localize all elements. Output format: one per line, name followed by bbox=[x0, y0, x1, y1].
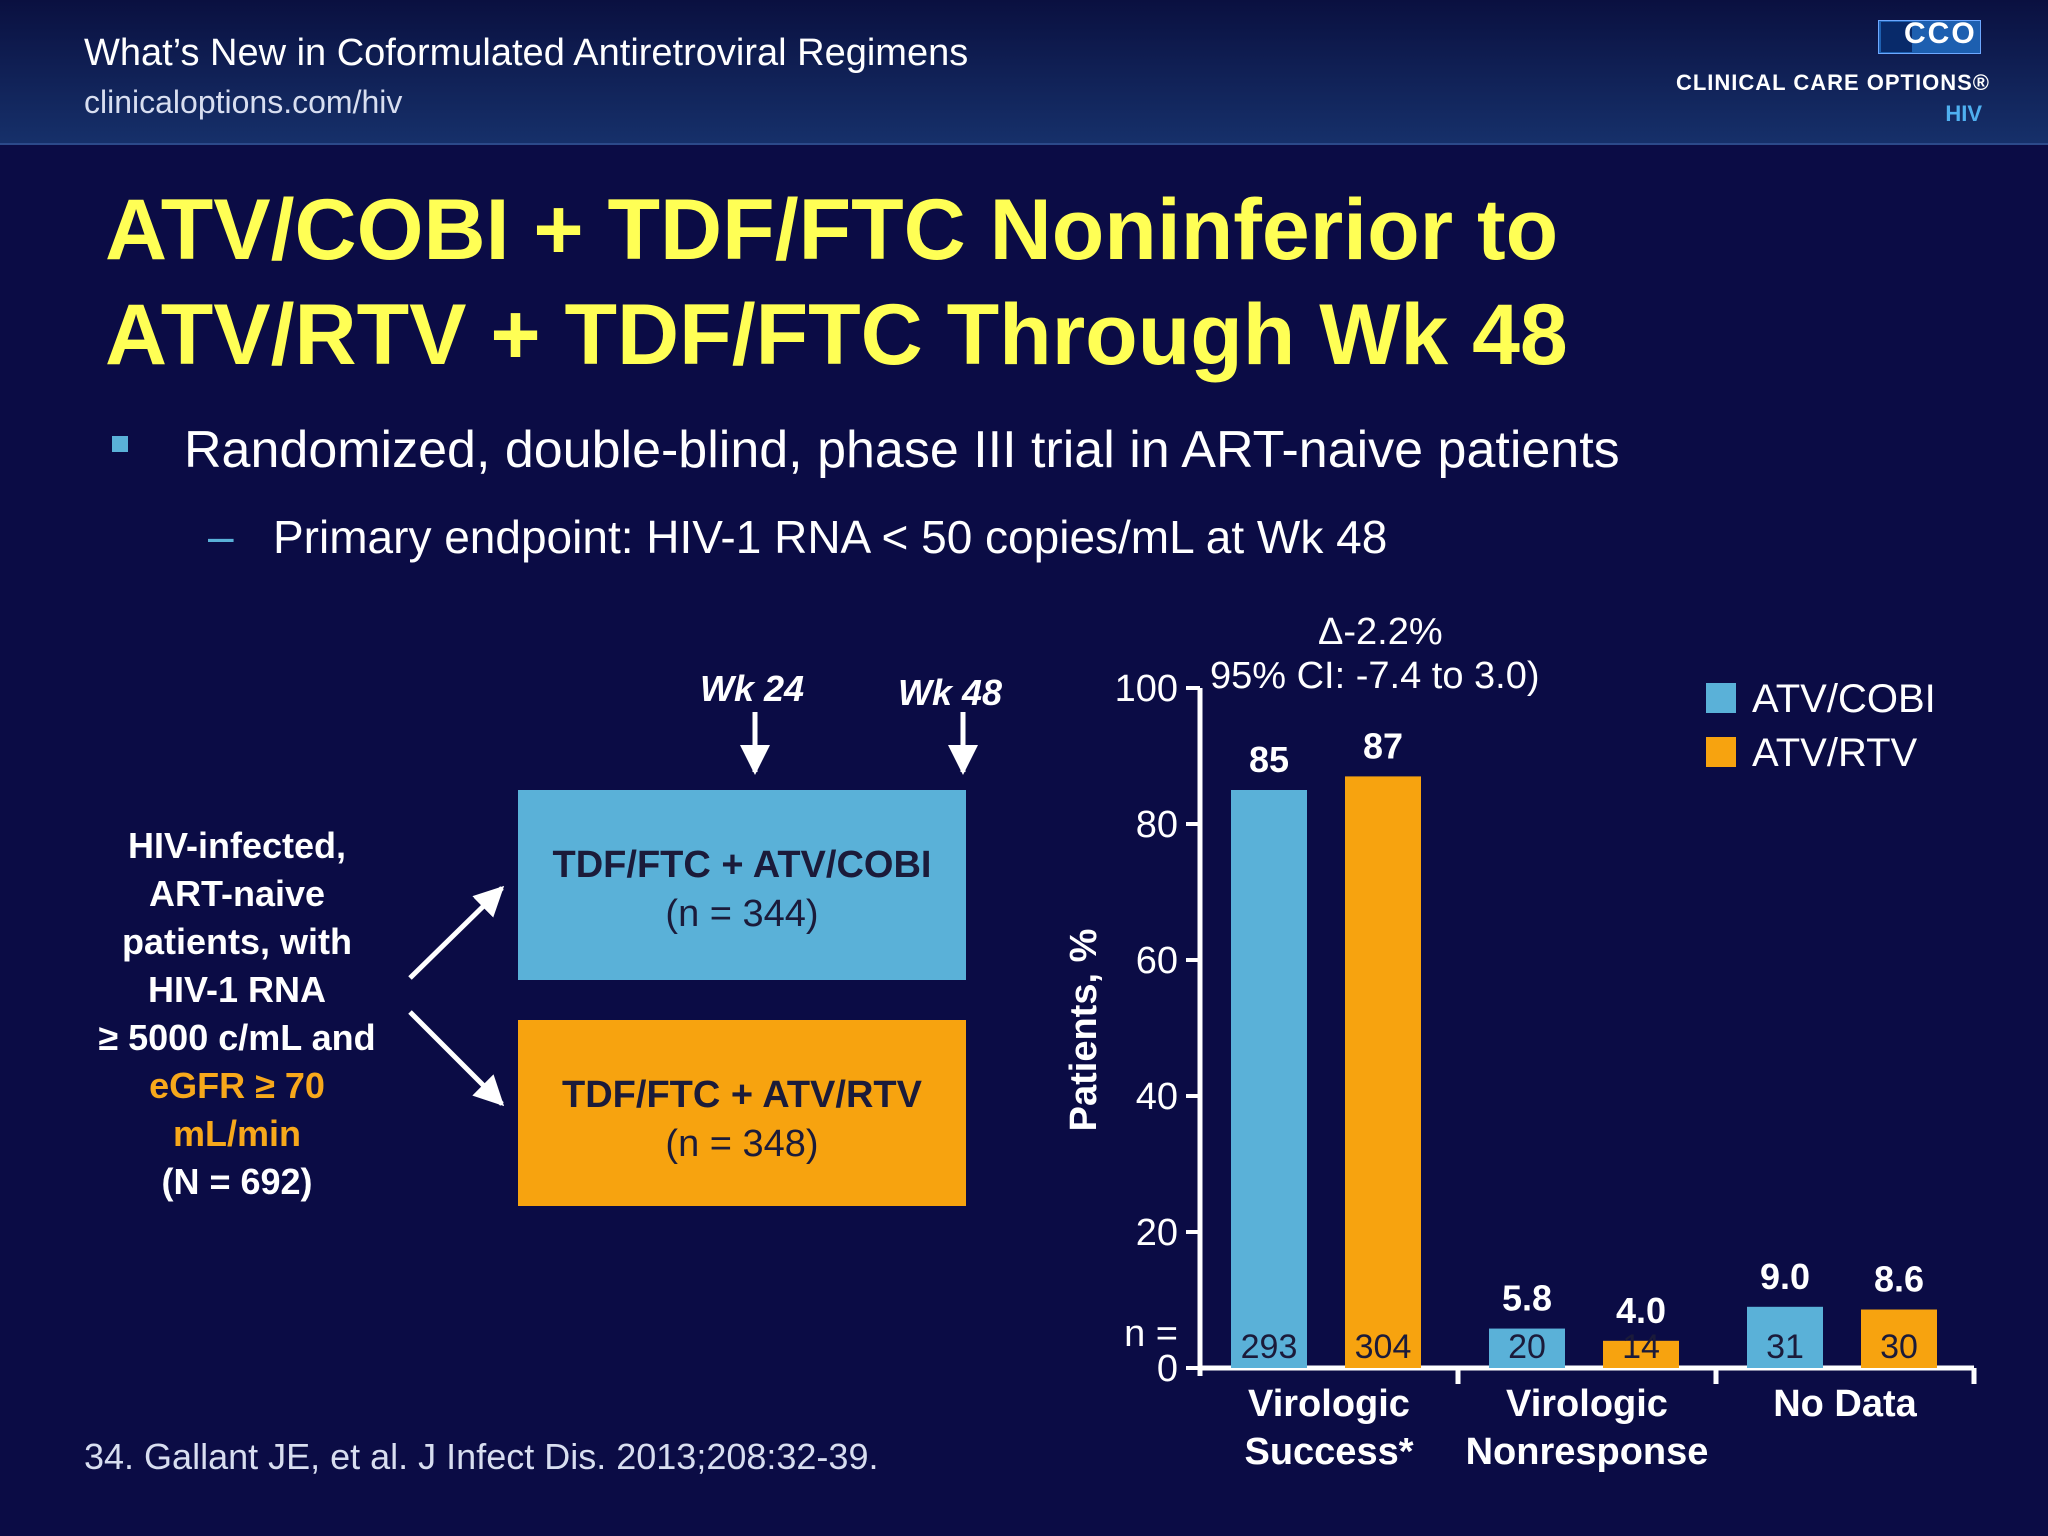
header-url: clinicaloptions.com/hiv bbox=[84, 84, 403, 120]
bar-value-label: 5.8 bbox=[1502, 1278, 1552, 1319]
bar-value-label: 4.0 bbox=[1616, 1290, 1666, 1331]
bullet-square-icon bbox=[112, 436, 128, 452]
randomization-arrow-up bbox=[408, 885, 505, 980]
patient-line: HIV-infected, bbox=[127, 825, 347, 866]
bar-atv-cobi bbox=[1489, 1328, 1565, 1368]
bar-atv-cobi bbox=[1747, 1306, 1823, 1368]
y-tick-label: 80 bbox=[1136, 804, 1178, 846]
slide-title: ATV/COBI + TDF/FTC Noninferior to ATV/RT… bbox=[105, 178, 1905, 388]
patient-line: ART-naive bbox=[148, 873, 326, 914]
logo-name: CLINICAL CARE OPTIONS® bbox=[1675, 70, 1990, 95]
wk48-label: Wk 48 bbox=[898, 672, 1003, 713]
y-tick-label: 100 bbox=[1115, 668, 1178, 710]
patient-line-egfr-unit: mL/min bbox=[172, 1113, 301, 1154]
bar-n-label: 293 bbox=[1241, 1328, 1298, 1366]
bar-atv-rtv bbox=[1345, 776, 1421, 1368]
arm-box-atv-cobi: TDF/FTC + ATV/COBI (n = 344) bbox=[518, 790, 966, 980]
patient-line: ≥ 5000 c/mL and bbox=[98, 1017, 376, 1058]
slide-title-line1: ATV/COBI + TDF/FTC Noninferior to bbox=[105, 182, 1559, 278]
y-tick-label: 20 bbox=[1136, 1212, 1178, 1254]
cco-logo-icon bbox=[1878, 20, 1981, 54]
arm-name: TDF/FTC + ATV/RTV bbox=[562, 1074, 922, 1116]
category-label: Virologic bbox=[1248, 1383, 1410, 1425]
patient-line: patients, with bbox=[121, 921, 352, 962]
delta-text: Δ-2.2% bbox=[1318, 611, 1443, 653]
bar-value-label: 8.6 bbox=[1874, 1259, 1924, 1300]
slide-header: What’s New in Coformulated Antiretrovira… bbox=[0, 0, 2048, 145]
legend-swatch bbox=[1706, 737, 1736, 767]
logo-mark: CCO bbox=[1904, 17, 1977, 50]
bar-atv-cobi bbox=[1231, 790, 1307, 1368]
y-tick-label: 40 bbox=[1136, 1076, 1178, 1118]
bar-atv-rtv bbox=[1861, 1309, 1937, 1368]
sub-bullet-dash: – bbox=[208, 510, 234, 562]
wk24-label: Wk 24 bbox=[700, 668, 805, 709]
bar-atv-rtv bbox=[1603, 1340, 1679, 1368]
header-title: What’s New in Coformulated Antiretrovira… bbox=[84, 32, 969, 74]
citation: 34. Gallant JE, et al. J Infect Dis. 201… bbox=[84, 1436, 879, 1477]
bar-n-label: 14 bbox=[1622, 1328, 1660, 1366]
bar-value-label: 87 bbox=[1363, 725, 1403, 766]
bar-n-label: 31 bbox=[1766, 1328, 1804, 1366]
patient-line: HIV-1 RNA bbox=[147, 969, 327, 1010]
bar-n-label: 304 bbox=[1355, 1328, 1412, 1366]
bar-value-label: 9.0 bbox=[1760, 1256, 1810, 1297]
legend-label: ATV/COBI bbox=[1752, 677, 1936, 721]
bar-n-label: 30 bbox=[1880, 1328, 1918, 1366]
sub-bullet-text: Primary endpoint: HIV-1 RNA < 50 copies/… bbox=[273, 511, 1388, 563]
ci-text: 95% CI: -7.4 to 3.0) bbox=[1210, 655, 1540, 697]
y-axis-label: Patients, % bbox=[1063, 929, 1105, 1132]
category-label: No Data bbox=[1773, 1383, 1917, 1425]
arm-name: TDF/FTC + ATV/COBI bbox=[552, 844, 932, 886]
patient-total: (N = 692) bbox=[161, 1161, 313, 1202]
slide-title-line2: ATV/RTV + TDF/FTC Through Wk 48 bbox=[105, 287, 1568, 383]
category-label: Nonresponse bbox=[1466, 1431, 1709, 1473]
n-label: n = bbox=[1124, 1313, 1178, 1355]
bar-n-label: 20 bbox=[1508, 1328, 1546, 1366]
logo-sub: HIV bbox=[1945, 101, 1982, 126]
arm-n: (n = 348) bbox=[665, 1123, 819, 1165]
category-label: Success* bbox=[1244, 1431, 1413, 1473]
patient-line-egfr: eGFR ≥ 70 bbox=[149, 1065, 325, 1106]
bar-value-label: 85 bbox=[1249, 739, 1289, 780]
patient-criteria: HIV-infected, ART-naive patients, with H… bbox=[62, 822, 412, 1206]
outcome-bar-chart: 0 20 40 60 80 100 n = Patients, % 85 293 87 304 Viro… bbox=[1063, 668, 1977, 1473]
arm-n: (n = 344) bbox=[665, 893, 819, 935]
bullet-text: Randomized, double-blind, phase III tria… bbox=[184, 421, 1620, 479]
y-tick-label: 60 bbox=[1136, 940, 1178, 982]
y-tick-label: 0 bbox=[1157, 1348, 1178, 1390]
arm-box-atv-rtv: TDF/FTC + ATV/RTV (n = 348) bbox=[518, 1020, 966, 1206]
randomization-arrow-down bbox=[408, 1010, 505, 1107]
chart-annotation: Δ-2.2% 95% CI: -7.4 to 3.0) bbox=[1210, 610, 1540, 698]
category-label: Virologic bbox=[1506, 1383, 1668, 1425]
legend-label: ATV/RTV bbox=[1752, 731, 1918, 775]
legend-swatch bbox=[1706, 683, 1736, 713]
